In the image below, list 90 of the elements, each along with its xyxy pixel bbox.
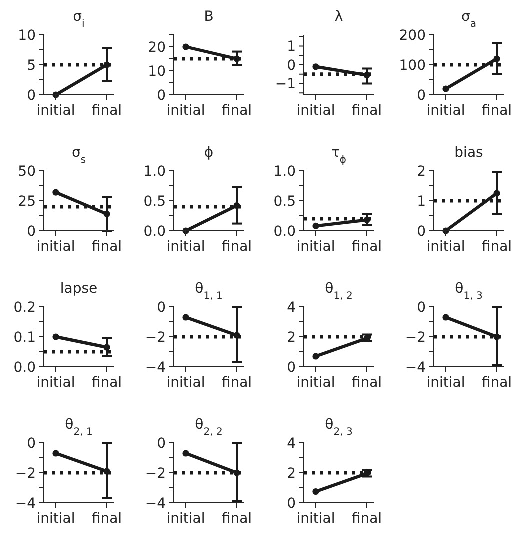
y-tick-label: 0.0 [144, 224, 166, 240]
x-tick-label: final [222, 103, 252, 119]
chart-title: B [204, 9, 214, 25]
chart-title: θ$_{1, 3}$ [455, 281, 483, 302]
chart-title: θ$_{2, 2}$ [195, 417, 223, 438]
chart-title: σ$_{a}$ [461, 9, 477, 30]
x-tick-label: final [352, 239, 382, 255]
x-tick-label: final [92, 239, 122, 255]
y-tick-label: 20 [148, 40, 166, 56]
y-tick-label: 0.2 [14, 300, 36, 316]
x-tick-label: initial [36, 511, 76, 527]
y-tick-label: 1 [287, 39, 296, 56]
y-tick-label: −2 [405, 330, 426, 346]
x-tick-label: initial [296, 511, 336, 527]
x-tick-label: final [222, 239, 252, 255]
y-tick-label: 100 [399, 58, 426, 74]
y-tick-label: 50 [18, 164, 36, 180]
y-tick-label: 25 [18, 194, 36, 210]
chart-title: θ$_{1, 1}$ [195, 281, 223, 302]
y-tick-label: 0 [27, 436, 36, 452]
y-tick-label: 0.0 [274, 224, 296, 240]
x-tick-label: final [222, 375, 252, 391]
y-tick-label: 0 [287, 58, 296, 74]
y-tick-label: 10 [148, 64, 166, 80]
x-tick-label: final [92, 375, 122, 391]
y-tick-label: 0 [157, 300, 166, 316]
y-tick-label: 4 [287, 436, 296, 452]
y-tick-label: 2 [287, 466, 296, 482]
y-tick-label: 0 [417, 300, 426, 316]
x-tick-label: initial [426, 103, 466, 119]
y-tick-label: 2 [417, 164, 426, 180]
y-tick-label: 10 [18, 28, 36, 44]
x-tick-label: initial [296, 239, 336, 255]
y-tick-label: 4 [287, 300, 296, 316]
y-tick-label: 0.1 [14, 330, 36, 346]
chart-title: bias [454, 145, 484, 161]
y-tick-label: 0 [287, 360, 296, 376]
chart-title: θ$_{2, 3}$ [325, 417, 353, 438]
y-tick-label: −4 [405, 360, 426, 376]
x-tick-label: final [482, 375, 512, 391]
y-tick-label: 0 [157, 88, 166, 104]
y-tick-label: 0 [157, 436, 166, 452]
chart-title: σ$_{s}$ [72, 145, 86, 166]
y-tick-label: −2 [15, 466, 36, 482]
x-tick-label: final [92, 511, 122, 527]
x-tick-label: initial [166, 103, 206, 119]
x-tick-label: final [352, 375, 382, 391]
x-tick-label: final [222, 511, 252, 527]
chart-title: λ [334, 9, 344, 25]
chart-title: lapse [60, 281, 98, 297]
y-tick-label: 2 [287, 330, 296, 346]
y-tick-label: 0 [27, 224, 36, 240]
x-tick-label: initial [166, 375, 206, 391]
y-tick-label: −2 [145, 466, 166, 482]
y-tick-label: −2 [145, 330, 166, 346]
y-tick-label: 0.5 [274, 194, 296, 210]
x-tick-label: final [352, 511, 382, 527]
x-tick-label: initial [296, 375, 336, 391]
y-tick-label: −1 [275, 76, 296, 93]
x-tick-label: final [92, 103, 122, 119]
x-tick-label: initial [36, 239, 76, 255]
y-tick-label: −4 [145, 360, 166, 376]
x-tick-label: initial [296, 103, 336, 119]
chart-title: ϕ [204, 145, 214, 161]
y-tick-label: 1 [417, 194, 426, 210]
chart-title: θ$_{2, 1}$ [65, 417, 93, 438]
y-tick-label: 0 [417, 88, 426, 104]
x-tick-label: initial [166, 239, 206, 255]
x-tick-label: final [352, 103, 382, 119]
x-tick-label: initial [36, 375, 76, 391]
chart-title: θ$_{1, 2}$ [325, 281, 353, 302]
x-tick-label: final [482, 239, 512, 255]
y-tick-label: 1.0 [274, 164, 296, 180]
y-tick-label: 0.0 [14, 360, 36, 376]
x-tick-label: initial [426, 239, 466, 255]
y-tick-label: 5 [27, 58, 36, 74]
y-tick-label: 200 [399, 28, 426, 44]
x-tick-label: initial [36, 103, 76, 119]
x-tick-label: final [482, 103, 512, 119]
x-tick-label: initial [426, 375, 466, 391]
y-tick-label: 1.0 [144, 164, 166, 180]
chart-title: τ$_{ϕ}$ [331, 145, 347, 166]
x-tick-label: initial [166, 511, 206, 527]
y-tick-label: −4 [15, 496, 36, 512]
y-tick-label: 0 [417, 224, 426, 240]
y-tick-label: 0 [27, 88, 36, 104]
chart-title: σ$_{i}$ [73, 9, 85, 30]
y-tick-label: 0 [287, 496, 296, 512]
y-tick-label: 0.5 [144, 194, 166, 210]
y-tick-label: −4 [145, 496, 166, 512]
